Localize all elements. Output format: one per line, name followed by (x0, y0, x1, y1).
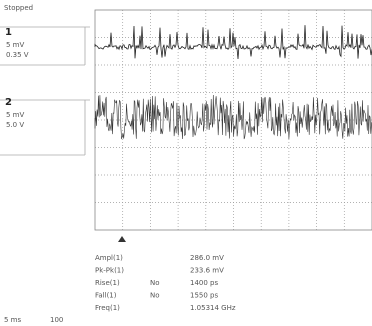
background (0, 0, 372, 326)
channel-2-scale: 5 mV (6, 111, 24, 119)
channel-1-offset: 0.35 V (6, 51, 29, 59)
measurement-state: No (150, 292, 160, 300)
channel-1-scale: 5 mV (6, 41, 24, 49)
measurement-label: Freq(1) (95, 304, 120, 312)
timebase: 5 ms (4, 316, 21, 324)
measurement-value: 286.0 mV (190, 254, 224, 262)
measurement-label: Ampl(1) (95, 254, 123, 262)
measurement-value: 233.6 mV (190, 267, 224, 275)
measurement-label: Pk-Pk(1) (95, 267, 124, 275)
measurement-state: No (150, 279, 160, 287)
channel-2-offset: 5.0 V (6, 121, 24, 129)
sample-rate: 100 (50, 316, 63, 324)
channel-1-number: 1 (5, 27, 12, 38)
scope-screen: Stopped 1 5 mV 0.35 V 2 5 mV 5.0 V Ampl(… (0, 0, 372, 326)
measurement-label: Rise(1) (95, 279, 120, 287)
channel-2-number: 2 (5, 97, 12, 108)
measurement-label: Fall(1) (95, 292, 117, 300)
status: Stopped (4, 4, 33, 12)
measurement-value: 1400 ps (190, 279, 218, 287)
measurement-value: 1.05314 GHz (190, 304, 236, 312)
measurement-value: 1550 ps (190, 292, 218, 300)
